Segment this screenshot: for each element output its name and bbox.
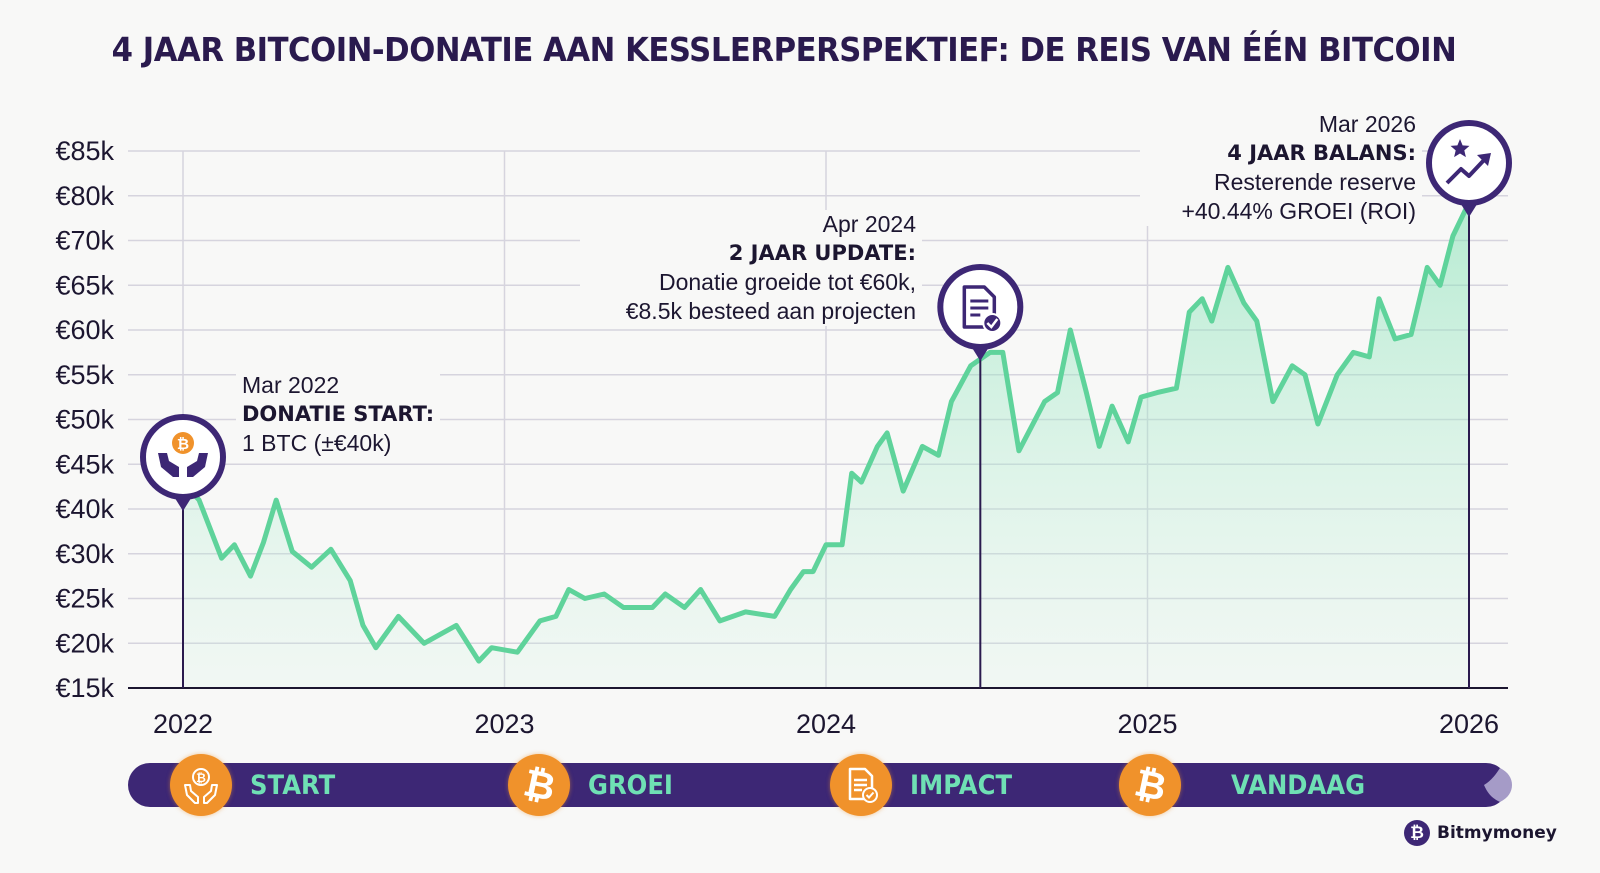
annotation-balance: Mar 2026 4 JAAR BALANS: Resterende reser… (1140, 110, 1422, 226)
marker-pin (1426, 120, 1512, 206)
timeline-stage-label: GROEI (588, 769, 673, 801)
annotation-start-heading: DONATIE START: (242, 402, 435, 426)
timeline-band-tip (1484, 768, 1512, 802)
timeline-stage-groei: ₿ GROEI (508, 754, 682, 816)
annotation-start-date: Mar 2022 (242, 372, 340, 398)
y-tick-label: €45k (55, 449, 114, 479)
annotation-update-line-2: €8.5k besteed aan projecten (625, 298, 916, 324)
annotation-balance-heading: 4 JAAR BALANS: (1227, 141, 1416, 165)
value-area-fill (183, 200, 1469, 688)
document-check-icon (962, 285, 1003, 333)
x-tick-label: 2022 (153, 709, 213, 739)
annotation-update-line-1: Donatie groeide tot €60k, (658, 269, 916, 295)
brand-logo: ₿ Bitmymoney (1404, 820, 1557, 846)
star-growth-icon (1445, 139, 1491, 185)
y-tick-label: €40k (55, 494, 114, 524)
brand-name: Bitmymoney (1437, 823, 1557, 843)
document-check-icon (830, 754, 892, 816)
bitcoin-icon: ₿ (1119, 754, 1181, 816)
bitcoin-coin (172, 432, 194, 454)
y-tick-label: €60k (55, 315, 114, 345)
value-line (180, 197, 1472, 664)
timeline-band (128, 763, 1508, 807)
marker-pin (140, 414, 226, 500)
y-tick-label: €50k (55, 405, 114, 435)
annotation-start-line: 1 BTC (±€40k) (242, 430, 392, 456)
hands-bitcoin-icon: ₿ (158, 432, 208, 477)
y-tick-label: €25k (55, 584, 114, 614)
event-markers: ₿ (140, 120, 1512, 688)
event-marker: ₿ (140, 414, 226, 688)
timeline-stage-impact: IMPACT (830, 754, 1023, 816)
bitcoin-icon: ₿ (508, 754, 570, 816)
svg-text:₿: ₿ (196, 771, 206, 785)
y-tick-label: €85k (55, 136, 114, 166)
hands-bitcoin-icon: ₿ (170, 754, 232, 816)
y-tick-label: €15k (55, 673, 114, 703)
timeline-stage-vandaag: ₿ VANDAAG (1119, 754, 1380, 816)
y-axis-labels: €85k €80k €70k €65k €60k €55k €50k €45k €40k €30k… (55, 136, 114, 703)
y-tick-label: €70k (55, 226, 114, 256)
annotation-update-date: Apr 2024 (822, 211, 916, 237)
timeline-stage-label: START (250, 769, 336, 801)
event-marker (937, 264, 1024, 688)
svg-text:₿: ₿ (177, 435, 189, 453)
chart-title: 4 JAAR BITCOIN-DONATIE AAN KESSLERPERSPE… (111, 30, 1457, 69)
y-tick-label: €65k (55, 270, 114, 300)
annotation-start: Mar 2022 DONATIE START: 1 BTC (±€40k) (236, 371, 441, 458)
annotation-balance-date: Mar 2026 (1318, 111, 1416, 137)
y-tick-label: €80k (55, 181, 114, 211)
y-tick-label: €55k (55, 360, 114, 390)
event-marker (1426, 120, 1512, 688)
x-tick-label: 2025 (1117, 709, 1177, 739)
timeline-stage-label: IMPACT (910, 769, 1013, 801)
annotation-balance-line-1: Resterende reserve (1214, 169, 1416, 195)
y-tick-label: €20k (55, 628, 114, 658)
annotation-balance-line-2: +40.44% GROEI (ROI) (1181, 198, 1416, 224)
brand-bitcoin-icon: ₿ (1404, 820, 1430, 846)
x-tick-label: 2023 (474, 709, 534, 739)
x-tick-label: 2026 (1439, 709, 1499, 739)
timeline-stage-label: VANDAAG (1231, 769, 1366, 801)
annotation-update-heading: 2 JAAR UPDATE: (728, 241, 916, 265)
annotation-update: Apr 2024 2 JAAR UPDATE: Donatie groeide … (580, 210, 922, 326)
x-tick-label: 2024 (796, 709, 856, 739)
y-tick-label: €30k (55, 539, 114, 569)
timeline-stage-start: ₿ START (170, 754, 345, 816)
x-axis-labels: 2022 2023 2024 2025 2026 (153, 709, 1499, 739)
